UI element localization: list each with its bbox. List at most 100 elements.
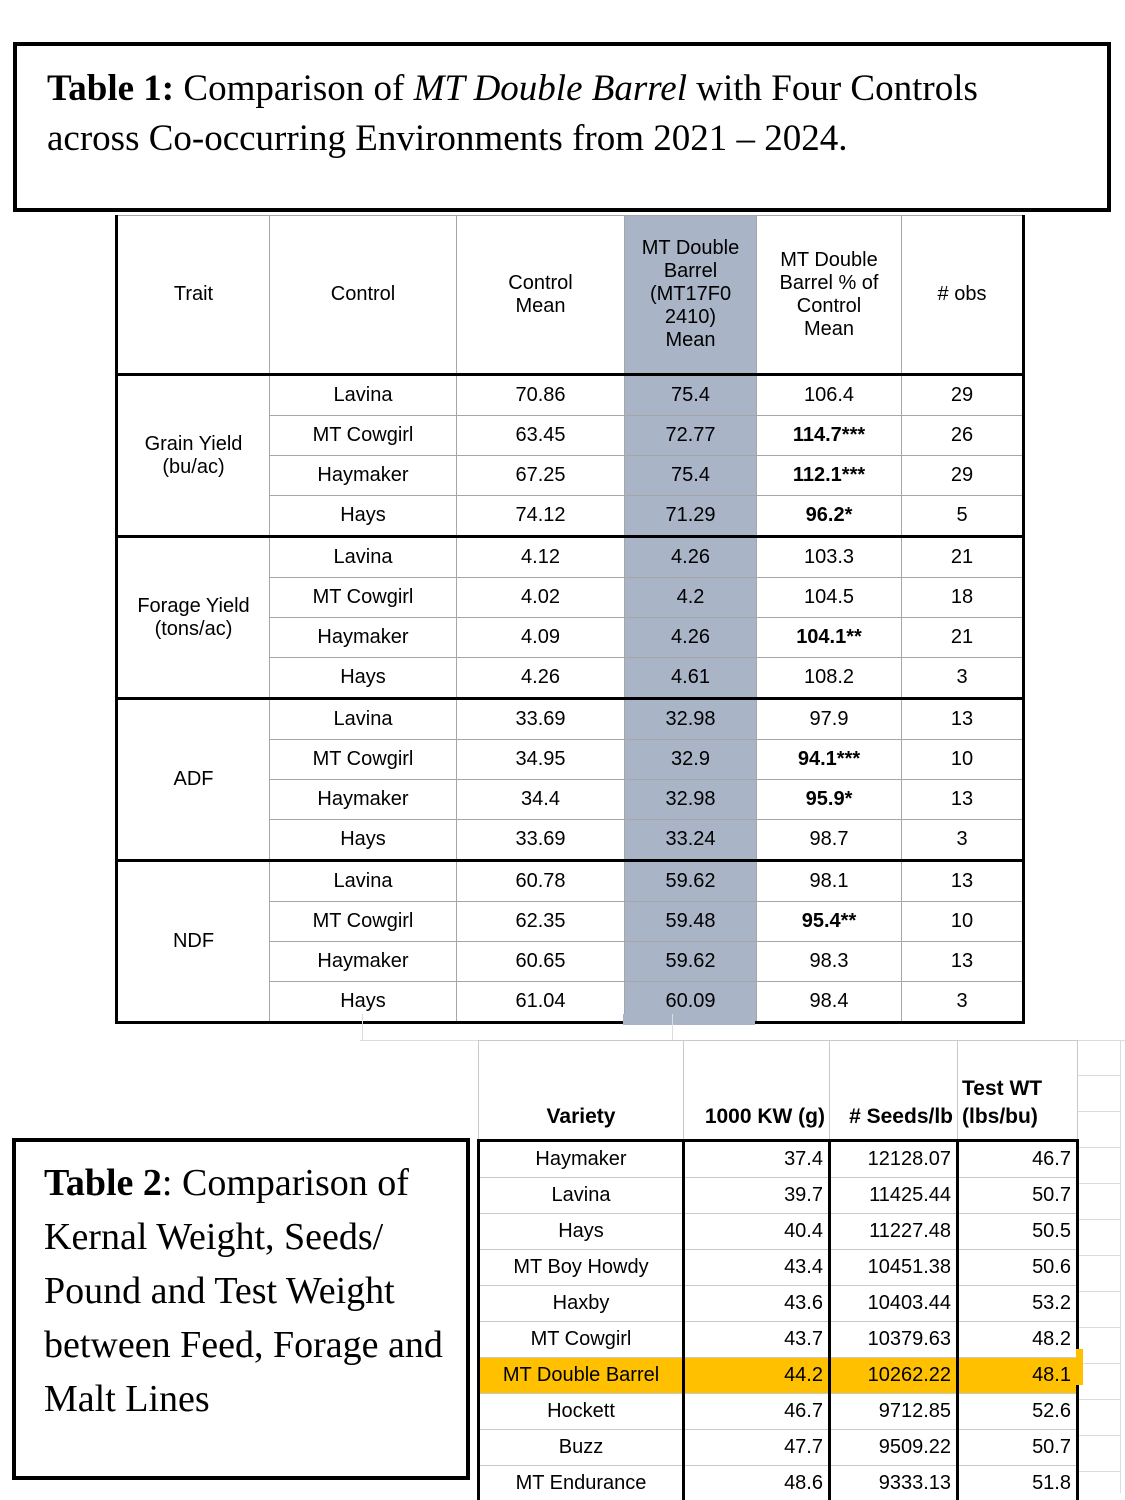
seeds-cell: 10403.44 — [829, 1285, 959, 1322]
test-wt-cell: 50.5 — [957, 1213, 1079, 1250]
seeds-cell: 11425.44 — [829, 1177, 959, 1214]
control-cell: MT Cowgirl — [269, 739, 457, 780]
control-mean-cell: 61.04 — [456, 981, 625, 1023]
table1-row: NDF Lavina 60.78 59.62 98.1 13 — [116, 859, 1024, 1023]
pct-of-control-cell: 104.1** — [756, 617, 902, 658]
obs-cell: 18 — [901, 577, 1024, 618]
table1-row: MT Cowgirl 4.02 4.2 104.5 18 — [117, 577, 1024, 618]
table2-header-row: Variety 1000 KW (g) # Seeds/lb Test WT (… — [478, 1040, 1078, 1142]
table2-row: Haxby 43.6 10403.44 53.2 — [477, 1285, 1079, 1322]
control-mean-cell: 60.78 — [456, 859, 625, 902]
pct-of-control-cell: 97.9 — [756, 697, 902, 740]
obs-cell: 13 — [901, 697, 1024, 740]
table2-caption-box: Table 2: Comparison of Kernal Weight, Se… — [12, 1138, 470, 1480]
table2-row: Buzz 47.7 9509.22 50.7 — [477, 1429, 1079, 1466]
obs-cell: 26 — [901, 415, 1024, 456]
barrel-mean-cell: 75.4 — [624, 373, 757, 416]
barrel-mean-cell: 4.26 — [624, 535, 757, 578]
control-cell: Hays — [269, 819, 457, 861]
pct-of-control-cell: 95.9* — [756, 779, 902, 820]
trait-cell: ADF — [116, 697, 270, 861]
table1-row: Hays 4.26 4.61 108.2 3 — [117, 657, 1024, 699]
table1-header-barrel-mean: MT Double Barrel (MT17F0 2410) Mean — [624, 215, 757, 376]
control-mean-cell: 34.4 — [456, 779, 625, 820]
table2-row: Haymaker 37.4 12128.07 46.7 — [477, 1139, 1079, 1178]
barrel-mean-cell: 32.9 — [624, 739, 757, 780]
pct-of-control-cell: 103.3 — [756, 535, 902, 578]
test-wt-cell: 50.6 — [957, 1249, 1079, 1286]
table1-row: Haymaker 67.25 75.4 112.1*** 29 — [117, 455, 1024, 496]
variety-cell: Lavina — [477, 1177, 685, 1214]
control-cell: Lavina — [269, 697, 457, 740]
control-cell: Lavina — [269, 535, 457, 578]
control-cell: Lavina — [269, 859, 457, 902]
variety-cell: MT Cowgirl — [477, 1321, 685, 1358]
control-cell: Haymaker — [269, 779, 457, 820]
table1-row: ADF Lavina 33.69 32.98 97.9 13 — [116, 697, 1024, 861]
kw-cell: 37.4 — [683, 1139, 831, 1178]
control-cell: Lavina — [269, 373, 457, 416]
test-wt-cell: 51.8 — [957, 1465, 1079, 1500]
barrel-mean-cell: 59.62 — [624, 941, 757, 982]
double-barrel-row-spill — [1076, 1349, 1083, 1385]
pct-of-control-cell: 104.5 — [756, 577, 902, 618]
obs-cell: 13 — [901, 779, 1024, 820]
obs-cell: 10 — [901, 901, 1024, 942]
test-wt-cell: 48.2 — [957, 1321, 1079, 1358]
table1-row: Forage Yield (tons/ac) Lavina 4.12 4.26 103.… — [116, 535, 1024, 699]
pct-of-control-cell: 98.1 — [756, 859, 902, 902]
variety-cell: Buzz — [477, 1429, 685, 1466]
control-cell: MT Cowgirl — [269, 415, 457, 456]
control-cell: Haymaker — [269, 617, 457, 658]
obs-cell: 3 — [901, 819, 1024, 861]
table2-row: MT Endurance 48.6 9333.13 51.8 — [477, 1465, 1079, 1500]
test-wt-cell: 52.6 — [957, 1393, 1079, 1430]
control-cell: Haymaker — [269, 455, 457, 496]
kw-cell: 39.7 — [683, 1177, 831, 1214]
barrel-mean-cell: 4.61 — [624, 657, 757, 699]
table1-header-pct-of-control: MT Double Barrel % of Control Mean — [756, 215, 902, 376]
barrel-mean-cell: 33.24 — [624, 819, 757, 861]
barrel-mean-cell: 32.98 — [624, 779, 757, 820]
seeds-cell: 9333.13 — [829, 1465, 959, 1500]
seeds-cell: 10262.22 — [829, 1357, 959, 1394]
barrel-column-spill — [623, 1014, 755, 1025]
table1-caption-box: Table 1: Comparison of MT Double Barrel … — [13, 42, 1111, 212]
variety-cell: MT Double Barrel — [477, 1357, 685, 1394]
kw-cell: 48.6 — [683, 1465, 831, 1500]
table1-header-trait: Trait — [116, 215, 270, 376]
table1-caption-italic: MT Double Barrel — [413, 68, 687, 109]
control-mean-cell: 67.25 — [456, 455, 625, 496]
gridline — [1120, 1040, 1121, 1493]
pct-of-control-cell: 108.2 — [756, 657, 902, 699]
barrel-mean-cell: 4.26 — [624, 617, 757, 658]
table1-row: MT Cowgirl 63.45 72.77 114.7*** 26 — [117, 415, 1024, 456]
table1-caption-label: Table 1: — [47, 68, 175, 109]
trait-cell: NDF — [116, 859, 270, 1023]
table1-header-control-mean: Control Mean — [456, 215, 625, 376]
gridline — [1077, 1040, 1121, 1493]
obs-cell: 29 — [901, 455, 1024, 496]
table2-header-seeds-per-lb: # Seeds/lb — [829, 1040, 958, 1142]
table2-row: Hockett 46.7 9712.85 52.6 — [477, 1393, 1079, 1430]
control-cell: Hays — [269, 495, 457, 537]
table2-row: MT Cowgirl 43.7 10379.63 48.2 — [477, 1321, 1079, 1358]
trait-cell: Forage Yield (tons/ac) — [116, 535, 270, 699]
table2-row: MT Boy Howdy 43.4 10451.38 50.6 — [477, 1249, 1079, 1286]
control-mean-cell: 4.09 — [456, 617, 625, 658]
kw-cell: 40.4 — [683, 1213, 831, 1250]
barrel-mean-cell: 71.29 — [624, 495, 757, 537]
table1-header-control: Control — [269, 215, 457, 376]
obs-cell: 3 — [901, 657, 1024, 699]
table1-header-row: Trait Control Control Mean MT Double Bar… — [116, 215, 1024, 376]
obs-cell: 21 — [901, 535, 1024, 578]
control-mean-cell: 63.45 — [456, 415, 625, 456]
obs-cell: 29 — [901, 373, 1024, 416]
test-wt-cell: 50.7 — [957, 1429, 1079, 1466]
table2-row: Lavina 39.7 11425.44 50.7 — [477, 1177, 1079, 1214]
pct-of-control-cell: 94.1*** — [756, 739, 902, 780]
control-mean-cell: 62.35 — [456, 901, 625, 942]
control-mean-cell: 33.69 — [456, 819, 625, 861]
table2-header-variety: Variety — [478, 1040, 684, 1142]
variety-cell: MT Endurance — [477, 1465, 685, 1500]
